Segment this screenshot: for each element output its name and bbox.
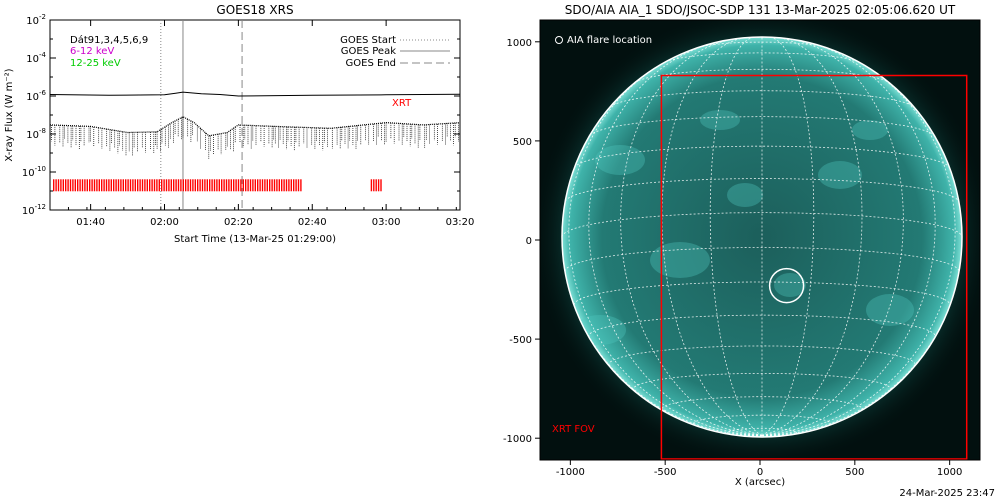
- legend-goes-end: GOES End: [346, 58, 396, 69]
- goes-xrs-panel: GOES18 XRS 10-2 10-4 10-6 10-8 10-10 10-12 01…: [4, 3, 474, 245]
- longitude-line: [761, 37, 863, 436]
- sun-limb: [561, 36, 963, 438]
- aia-y-ticks: 1000 500 0 -500 -1000: [503, 38, 540, 445]
- legend-6-12-kev: 6-12 keV: [70, 46, 114, 57]
- flare-legend-label: AIA flare location: [567, 35, 652, 46]
- y-tick-label: 10-4: [26, 51, 46, 65]
- y-tick-label: 10-8: [26, 127, 46, 141]
- longitude-line: [761, 38, 904, 436]
- xrt-fov-box: [660, 74, 968, 460]
- x-tick-label: 02:20: [224, 217, 253, 228]
- x-tick-label: 02:40: [298, 217, 327, 228]
- y-tick-label: 10-12: [22, 203, 46, 217]
- flare-location-marker: [768, 267, 805, 304]
- xrt-label: XRT: [392, 98, 412, 109]
- goes-y-axis-label: X-ray Flux (W m⁻²): [4, 68, 15, 161]
- aia-image-panel: SDO/AIA AIA_1 SDO/JSOC-SDP 131 13-Mar-20…: [503, 3, 981, 488]
- aia-image-title: SDO/AIA AIA_1 SDO/JSOC-SDP 131 13-Mar-20…: [565, 3, 956, 17]
- xrt-fov-label: XRT FOV: [552, 424, 595, 435]
- aia-x-tick-label: -500: [654, 467, 677, 478]
- latitude-line: [726, 427, 798, 436]
- aia-y-tick-label: 500: [513, 137, 532, 148]
- goes-data-layer: [50, 20, 460, 210]
- aia-x-ticks: -1000 -500 0 500 1000: [556, 460, 962, 478]
- legend-goes-start: GOES Start: [340, 35, 396, 46]
- longitude-line: [761, 41, 936, 436]
- aia-x-tick-label: 500: [845, 467, 864, 478]
- y-tick-label: 10-10: [22, 165, 46, 179]
- aia-x-tick-label: 1000: [937, 467, 962, 478]
- x-tick-label: 03:20: [446, 217, 475, 228]
- latitude-line: [665, 52, 859, 63]
- aia-x-tick-label: -1000: [556, 467, 585, 478]
- goes-x-ticks: 01:40 02:00 02:20 02:40 03:00 03:20: [49, 20, 475, 228]
- longitude-line: [661, 37, 763, 436]
- longitude-line: [620, 38, 763, 436]
- y-tick-label: 10-6: [26, 89, 46, 103]
- latitude-line: [632, 373, 892, 391]
- legend-12-25-kev: 12-25 keV: [70, 58, 121, 69]
- sun-disk: [562, 37, 962, 437]
- aia-y-tick-label: 1000: [507, 38, 532, 49]
- x-tick-label: 03:00: [372, 217, 401, 228]
- goes-x-axis-label: Start Time (13-Mar-25 01:29:00): [174, 234, 336, 245]
- aia-x-axis-label: X (arcsec): [735, 477, 785, 488]
- aia-y-tick-label: 0: [526, 236, 532, 247]
- aia-x-tick-label: 0: [757, 467, 763, 478]
- longitude-line: [709, 37, 763, 436]
- flare-legend-icon: [555, 36, 563, 44]
- latitude-line: [588, 314, 936, 338]
- goes-y-ticks: 10-2 10-4 10-6 10-8 10-10 10-12: [22, 13, 460, 217]
- x-tick-label: 01:40: [76, 217, 105, 228]
- goes-series-1: [50, 116, 460, 137]
- x-tick-label: 02:00: [150, 217, 179, 228]
- goes-series-0: [50, 91, 460, 97]
- goes-chart-title: GOES18 XRS: [216, 3, 293, 17]
- legend-detectors: Dát91,3,4,5,6,9: [70, 34, 148, 46]
- legend-goes-peak: GOES Peak: [341, 46, 396, 57]
- longitude-line: [588, 41, 763, 436]
- latitude-line: [562, 212, 962, 238]
- aia-y-tick-label: -1000: [503, 434, 532, 445]
- latitude-line: [661, 396, 863, 412]
- y-tick-label: 10-2: [26, 13, 46, 27]
- latitude-line: [609, 90, 915, 108]
- latitude-line: [693, 414, 831, 427]
- render-timestamp: 24-Mar-2025 23:47: [899, 488, 995, 499]
- aia-y-tick-label: -500: [509, 335, 532, 346]
- longitude-line: [761, 37, 815, 436]
